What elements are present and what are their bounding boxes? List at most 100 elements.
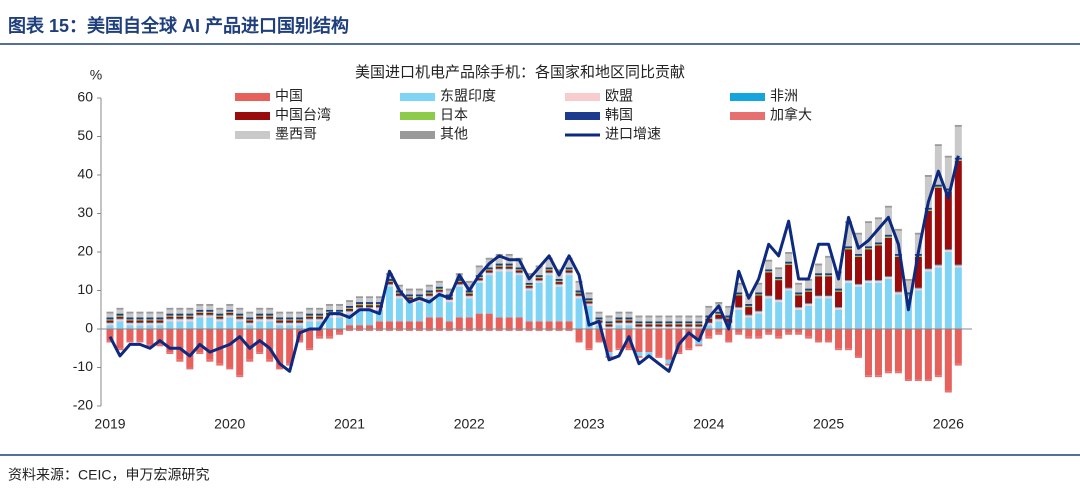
bar-segment [375, 309, 383, 322]
bar-segment [685, 326, 693, 328]
bar-segment [385, 280, 393, 283]
bar-segment [775, 336, 783, 339]
bar-segment [904, 379, 912, 381]
bar-segment [435, 282, 443, 287]
bar-segment [665, 315, 673, 318]
bar-segment [944, 188, 952, 191]
bar-segment [944, 252, 952, 329]
legend-label: 进口增速 [605, 126, 661, 142]
bar-segment [745, 307, 753, 315]
bar-segment [385, 321, 393, 329]
bar-segment [256, 319, 264, 322]
x-tick-label: 2021 [334, 416, 365, 432]
bar-segment [326, 329, 334, 337]
bar-segment [665, 359, 673, 364]
bar-segment [535, 267, 543, 276]
bar-segment [525, 285, 533, 288]
bar-segment [835, 288, 843, 291]
bar-segment [825, 273, 833, 276]
bar-segment [186, 329, 194, 368]
bar-segment [375, 296, 383, 299]
bar-segment [855, 355, 862, 358]
bar-segment [166, 307, 174, 310]
bar-segment [825, 255, 833, 258]
bar-segment [595, 329, 603, 341]
bar-segment [196, 312, 204, 315]
bar-segment [226, 315, 234, 318]
bar-segment [156, 323, 164, 326]
bar-segment [276, 323, 284, 326]
bar-segment [246, 319, 254, 321]
bar-segment [705, 307, 713, 316]
bar-segment [276, 325, 284, 329]
bar-segment [755, 292, 763, 295]
bar-segment [785, 287, 793, 289]
bar-segment [216, 316, 224, 319]
bar-segment [775, 300, 783, 303]
bar-segment [655, 315, 663, 318]
bar-segment [395, 329, 403, 331]
bar-segment [745, 305, 753, 308]
bar-segment [236, 375, 244, 378]
bar-segment [465, 293, 473, 296]
bar-segment [715, 314, 723, 319]
bar-segment [924, 209, 932, 211]
bar-segment [296, 317, 304, 320]
bar-segment [365, 303, 373, 306]
y-tick-label: 60 [77, 89, 93, 105]
bar-segment [186, 313, 194, 316]
bar-segment [156, 322, 164, 324]
bar-segment [435, 294, 443, 318]
bar-segment [405, 329, 413, 331]
bar-segment [635, 323, 643, 325]
y-tick-label: 0 [85, 320, 93, 336]
bar-segment [425, 329, 433, 331]
bar-segment [136, 323, 144, 326]
bar-segment [765, 332, 773, 335]
bar-segment [835, 309, 843, 329]
bar-segment [785, 332, 793, 335]
bar-segment [535, 278, 543, 281]
bar-segment [206, 329, 214, 360]
bar-segment [326, 315, 334, 318]
bar-segment [765, 259, 773, 262]
bar-segment [515, 275, 523, 318]
bar-segment [855, 286, 862, 329]
bar-segment [156, 320, 164, 323]
bar-segment [286, 319, 294, 321]
bar-segment [924, 176, 932, 208]
bar-segment [226, 311, 234, 313]
bar-segment [944, 191, 952, 250]
bar-segment [505, 329, 513, 331]
bar-segment [845, 246, 853, 249]
bar-segment [276, 367, 284, 370]
bar-segment [196, 314, 204, 316]
bar-segment [126, 329, 134, 341]
bar-segment [904, 298, 912, 329]
bar-segment [835, 307, 843, 310]
bar-segment [495, 265, 503, 267]
bar-segment [405, 321, 413, 329]
bar-segment [904, 295, 912, 297]
bar-segment [216, 321, 224, 329]
bar-segment [146, 319, 154, 321]
bar-segment [505, 317, 513, 329]
bar-segment [934, 265, 942, 268]
bar-segment [715, 318, 723, 320]
bar-segment [495, 317, 503, 329]
bar-segment [356, 302, 363, 304]
bar-segment [635, 327, 643, 329]
bar-segment [166, 319, 174, 322]
bar-segment [365, 296, 373, 299]
bar-segment [346, 313, 354, 326]
bar-segment [665, 323, 673, 325]
legend-swatch [730, 112, 765, 120]
bar-segment [795, 284, 803, 293]
bar-segment [316, 321, 324, 329]
bar-segment [585, 303, 593, 304]
bar-segment [286, 322, 294, 324]
bar-segment [815, 275, 823, 277]
bar-segment [415, 321, 423, 329]
bar-segment [755, 294, 763, 296]
bar-segment [505, 263, 513, 266]
